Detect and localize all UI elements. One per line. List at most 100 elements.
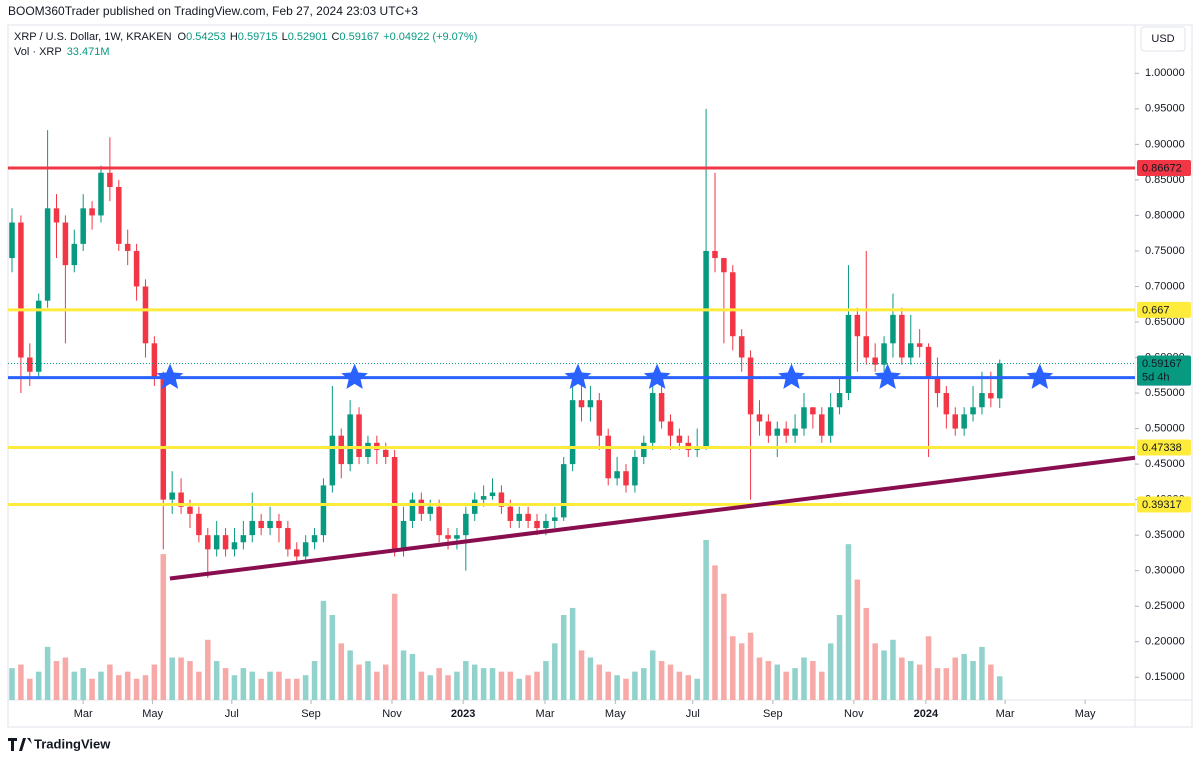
candle-body: [552, 517, 558, 521]
volume-bar: [133, 678, 140, 700]
x-tick-label: Mar: [996, 708, 1015, 720]
candle-body: [27, 357, 33, 372]
candle-body: [996, 363, 1003, 399]
volume-bar: [623, 678, 629, 700]
volume-bar: [614, 675, 620, 700]
legend-line: XRP / U.S. Dollar, 1W, KRAKEN O0.54253 H0.…: [14, 31, 477, 43]
volume-bar: [400, 650, 407, 700]
candle-body: [240, 535, 247, 543]
volume-bar: [925, 636, 932, 700]
overlay: [8, 166, 1136, 581]
x-tick-label: May: [1075, 708, 1096, 720]
candle-body: [534, 520, 540, 529]
volume-bar: [560, 615, 567, 700]
last-price-label: 0.59167: [1142, 358, 1182, 370]
y-tick-label: 0.45000: [1145, 458, 1185, 470]
volume-bar: [160, 554, 167, 700]
candle-body: [827, 407, 834, 436]
candle-body: [213, 535, 220, 550]
y-tick-label: 0.75000: [1145, 245, 1185, 257]
x-tick-label: Nov: [844, 708, 864, 720]
candle-body: [249, 520, 256, 536]
volume-bar: [641, 668, 647, 700]
candle-body: [641, 442, 647, 457]
candle-body: [489, 492, 496, 497]
candle-body: [632, 457, 638, 486]
candle-body: [756, 414, 763, 422]
candle-body: [107, 172, 113, 187]
candle-body: [988, 393, 994, 399]
candle-body: [596, 400, 603, 436]
volume-bar: [569, 607, 576, 700]
level-price-label: 0.667: [1142, 304, 1170, 316]
volume-bar: [409, 653, 416, 700]
volume-bar: [107, 664, 113, 700]
volume-bar: [213, 661, 220, 700]
candle-body: [801, 407, 807, 429]
volume-legend: Vol · XRP 33.471M: [14, 46, 110, 58]
candle-body: [338, 435, 345, 465]
ohlc-value: 0.59167: [339, 31, 379, 43]
candle-body: [178, 492, 184, 507]
volume-bar: [899, 657, 905, 700]
ohlc-value: 0.59715: [238, 31, 278, 43]
candle-body: [80, 208, 86, 244]
volume-bar: [863, 607, 870, 700]
volume-bar: [169, 657, 175, 700]
volume-bar: [676, 671, 683, 700]
ohlc-value: 0.52901: [288, 31, 328, 43]
volume-bar: [142, 675, 149, 700]
x-tick-label: May: [142, 708, 163, 720]
candle-body: [222, 535, 229, 550]
volume-bar: [632, 671, 638, 700]
candle-body: [498, 492, 505, 507]
volume-bar: [18, 664, 24, 700]
y-tick-label: 0.65000: [1145, 316, 1185, 328]
candle-body: [578, 400, 585, 408]
candle-body: [765, 421, 772, 436]
ohlc-label: C: [331, 31, 339, 43]
volume-bar: [747, 632, 754, 700]
candle-body: [774, 428, 781, 436]
volume-bar: [471, 664, 478, 700]
candle-body: [961, 414, 967, 429]
candle-body: [436, 506, 442, 536]
candle-body: [71, 243, 78, 266]
volume-bar: [872, 643, 878, 700]
star-marker: [341, 363, 368, 389]
volume-bar: [338, 643, 345, 700]
candle-body: [703, 250, 709, 447]
candle-body: [970, 407, 976, 415]
published: BOOM360Trader published on TradingView.c…: [8, 4, 418, 18]
volume-bar: [552, 643, 558, 700]
volume-bar: [605, 671, 611, 700]
volume-bar: [196, 671, 202, 700]
candle-body: [623, 471, 629, 486]
candle-body: [507, 506, 514, 521]
candle-body: [276, 520, 282, 529]
volume-bar: [979, 646, 985, 700]
ohlc-label: O: [178, 31, 187, 43]
volume-bar: [578, 650, 585, 700]
currency-button[interactable]: [1140, 26, 1186, 52]
candle-body: [89, 208, 95, 216]
volume-bar: [792, 668, 798, 700]
volume-label: Vol · XRP: [14, 46, 62, 58]
volume-bar: [489, 668, 496, 700]
candle-body: [649, 393, 656, 443]
y-tick-label: 0.20000: [1145, 636, 1185, 648]
candle-body: [124, 243, 131, 251]
volume-bar: [267, 671, 273, 700]
volume-bar: [774, 664, 781, 700]
y-tick-label: 0.50000: [1145, 422, 1185, 434]
y-tick-label: 0.55000: [1145, 387, 1185, 399]
volume-bar: [970, 661, 976, 700]
currency[interactable]: USD: [1151, 33, 1174, 45]
volume-bar: [44, 646, 51, 700]
level-price-box: [1137, 160, 1191, 177]
y-tick-label: 0.25000: [1145, 600, 1185, 612]
candle-body: [845, 314, 852, 394]
volume-bar: [178, 657, 184, 700]
volume-bar: [454, 671, 460, 700]
